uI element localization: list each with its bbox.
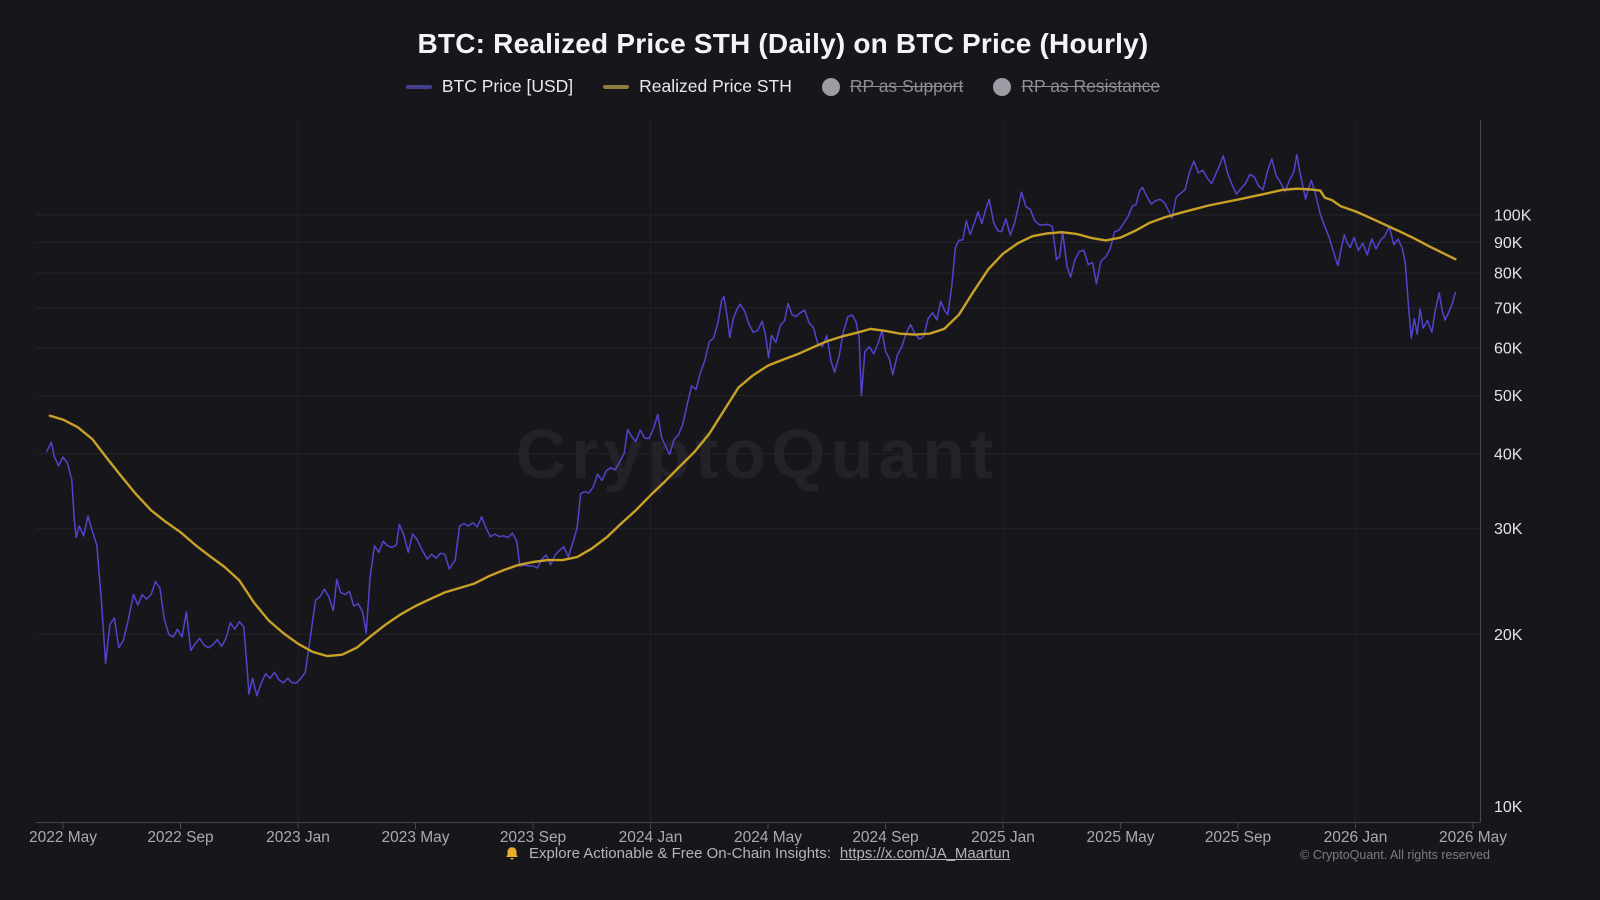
x-tick-label: 2024 May	[734, 829, 802, 846]
legend-label: BTC Price [USD]	[441, 76, 574, 96]
price-chart[interactable]: CryptoQuant 2022 May 2022 Sep 2023 Jan 2023 …	[0, 0, 1600, 880]
y-tick-label: 100K	[1494, 208, 1532, 225]
y-tick-label: 80K	[1494, 266, 1523, 283]
bell-icon	[504, 846, 520, 862]
legend-label: RP as Resistance	[1021, 76, 1161, 96]
chart-legend: BTC Price [USD] Realized Price STH RP as S…	[0, 76, 1566, 97]
x-tick-label: 2024 Jan	[619, 829, 683, 846]
footer-link[interactable]: https://x.com/JA_Maartun	[839, 845, 1010, 862]
x-tick-label: 2026 May	[1439, 829, 1507, 846]
y-tick-label: 90K	[1494, 235, 1523, 252]
copyright-text: © CryptoQuant. All rights reserved	[1300, 848, 1490, 862]
legend-label: RP as Support	[849, 76, 964, 96]
y-tick-label: 20K	[1494, 627, 1523, 644]
y-tick-label: 10K	[1494, 799, 1523, 816]
legend-line-marker	[603, 84, 630, 89]
legend-circle-marker	[821, 77, 840, 96]
legend-item-realized-price-sth[interactable]: Realized Price STH	[603, 76, 792, 97]
legend-item-rp-as-resistance[interactable]: RP as Resistance	[993, 76, 1160, 97]
watermark: CryptoQuant	[516, 415, 999, 493]
y-tick-label: 70K	[1494, 300, 1523, 317]
x-tick-label: 2025 May	[1086, 829, 1154, 846]
y-tick-label: 30K	[1494, 521, 1523, 538]
x-tick-label: 2022 May	[29, 829, 97, 846]
y-tick-label: 60K	[1494, 341, 1523, 358]
x-tick-label: 2025 Jan	[971, 829, 1035, 846]
legend-item-btc-price-usd[interactable]: BTC Price [USD]	[405, 76, 574, 97]
legend-item-rp-as-support[interactable]: RP as Support	[821, 76, 964, 97]
x-tick-label: 2023 May	[381, 829, 449, 846]
x-tick-label: 2025 Sep	[1205, 829, 1271, 846]
chart-title: BTC: Realized Price STH (Daily) on BTC P…	[417, 28, 1149, 59]
series-btc-price-usd	[46, 154, 1457, 697]
x-tick-label: 2026 Jan	[1324, 829, 1388, 846]
series-realized-price-sth	[48, 187, 1457, 658]
legend-circle-marker	[993, 77, 1012, 96]
x-tick-label: 2024 Sep	[852, 829, 918, 846]
y-tick-label: 50K	[1494, 388, 1523, 405]
legend-line-marker	[405, 84, 432, 89]
footer-note: Explore Actionable & Free On-Chain Insig…	[0, 845, 1514, 862]
x-tick-label: 2022 Sep	[147, 829, 213, 846]
footer-text: Explore Actionable & Free On-Chain Insig…	[529, 845, 831, 862]
x-tick-label: 2023 Jan	[266, 829, 330, 846]
legend-label: Realized Price STH	[639, 76, 792, 96]
y-tick-label: 40K	[1494, 446, 1523, 463]
x-tick-label: 2023 Sep	[500, 829, 566, 846]
